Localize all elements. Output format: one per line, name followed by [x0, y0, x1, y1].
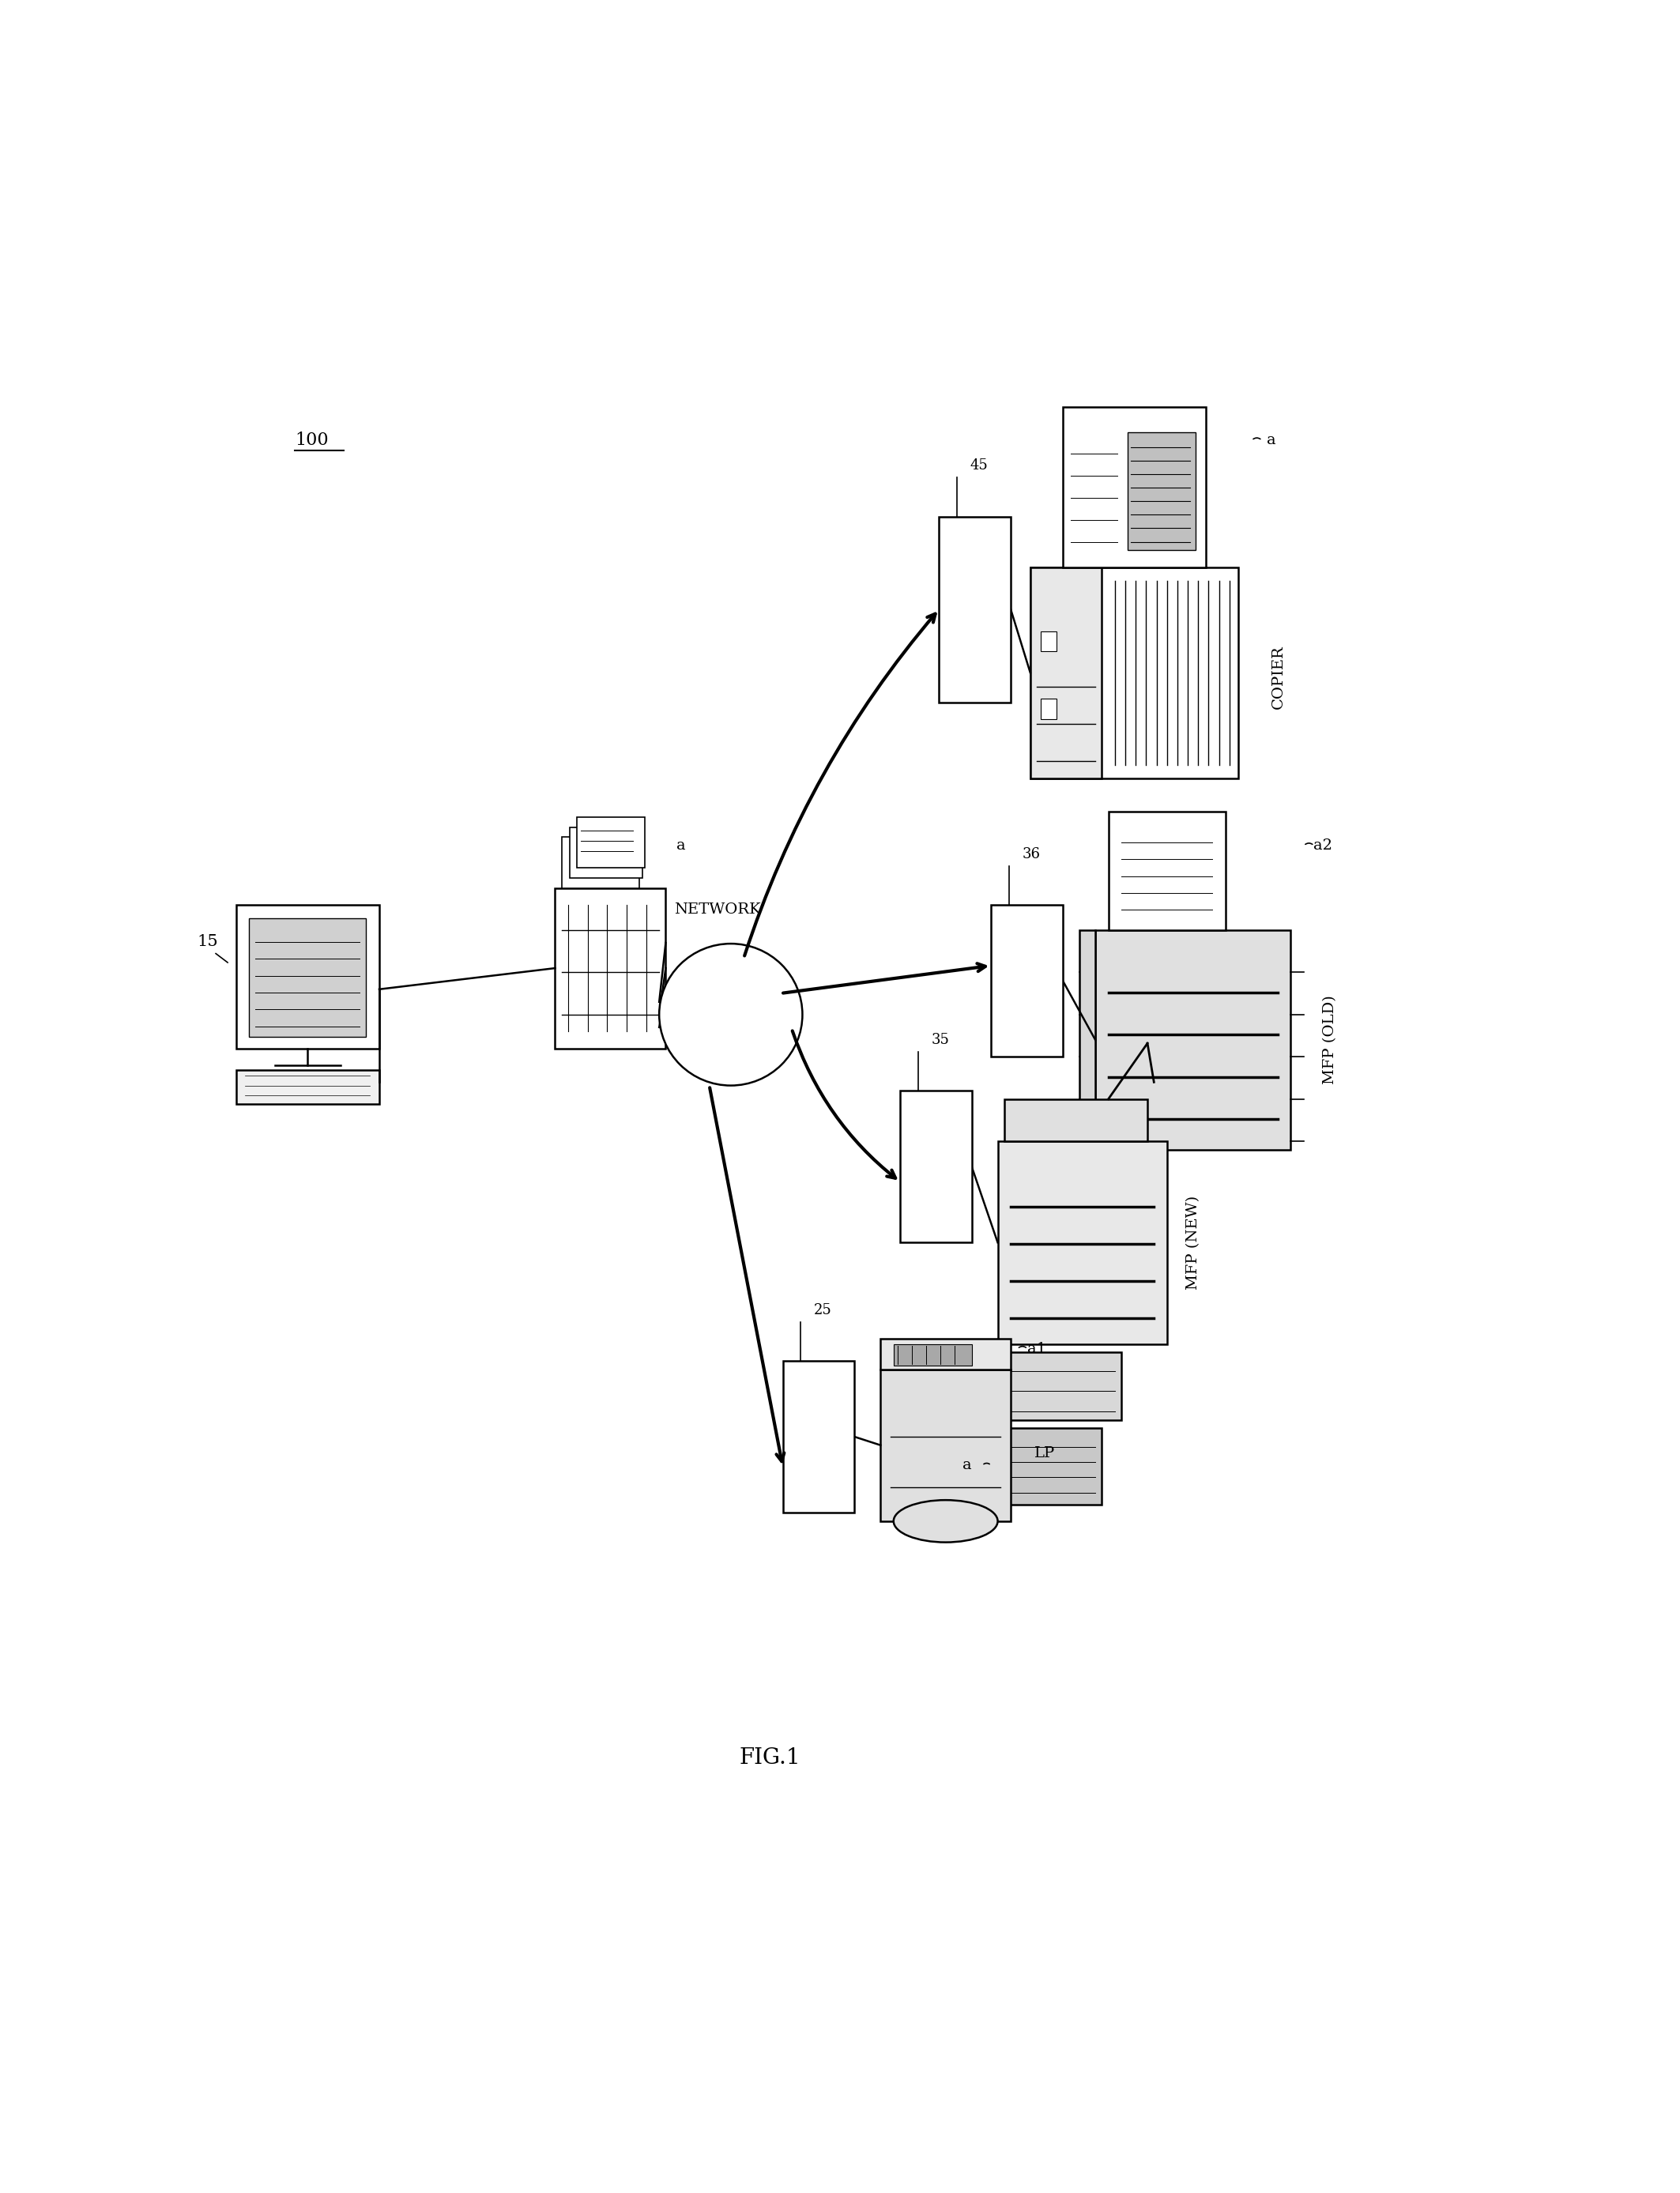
Bar: [880, 1338, 1011, 1368]
Bar: [1063, 406, 1206, 568]
Bar: [1030, 568, 1238, 779]
Bar: [1040, 632, 1057, 651]
Text: I/F: I/F: [926, 1160, 948, 1173]
Bar: [894, 1344, 971, 1366]
Bar: [991, 906, 1063, 1057]
Bar: [235, 906, 380, 1048]
Text: a2: a2: [1314, 838, 1332, 853]
Text: MFP (NEW): MFP (NEW): [1186, 1195, 1201, 1289]
Text: I/F: I/F: [1016, 974, 1038, 987]
Bar: [991, 1428, 1102, 1504]
Ellipse shape: [659, 943, 803, 1086]
Text: COPIER: COPIER: [1272, 645, 1285, 708]
Bar: [1040, 700, 1057, 719]
Text: I/F: I/F: [808, 1430, 830, 1443]
Text: 35: 35: [931, 1033, 949, 1046]
Bar: [561, 838, 640, 888]
Text: 45: 45: [969, 458, 988, 474]
Bar: [991, 1353, 1122, 1419]
Bar: [998, 1140, 1168, 1344]
Bar: [235, 1070, 380, 1103]
Text: 100: 100: [294, 432, 328, 450]
Bar: [1127, 432, 1196, 550]
Bar: [900, 1090, 971, 1243]
Ellipse shape: [894, 1500, 998, 1542]
Bar: [880, 1368, 1011, 1522]
Bar: [554, 888, 665, 1048]
Text: LP: LP: [1035, 1447, 1055, 1461]
Text: I/F: I/F: [964, 603, 986, 616]
Text: MFP (OLD): MFP (OLD): [1324, 996, 1337, 1086]
Text: 25: 25: [813, 1303, 832, 1318]
Bar: [578, 818, 645, 868]
Text: 36: 36: [1021, 846, 1040, 862]
Bar: [783, 1360, 855, 1513]
Text: 15: 15: [197, 934, 218, 950]
Bar: [1109, 811, 1226, 930]
Bar: [1030, 568, 1102, 779]
Bar: [249, 919, 366, 1037]
Text: a: a: [1267, 434, 1275, 447]
Bar: [939, 518, 1011, 702]
Text: a: a: [677, 838, 685, 853]
Bar: [1095, 930, 1290, 1149]
Text: a: a: [963, 1458, 971, 1472]
Text: FIG.1: FIG.1: [739, 1748, 801, 1768]
Text: a1: a1: [1026, 1342, 1047, 1355]
Bar: [1080, 930, 1095, 1149]
Bar: [1005, 1099, 1147, 1140]
Bar: [570, 827, 642, 877]
Text: NETWORK: NETWORK: [674, 904, 761, 917]
